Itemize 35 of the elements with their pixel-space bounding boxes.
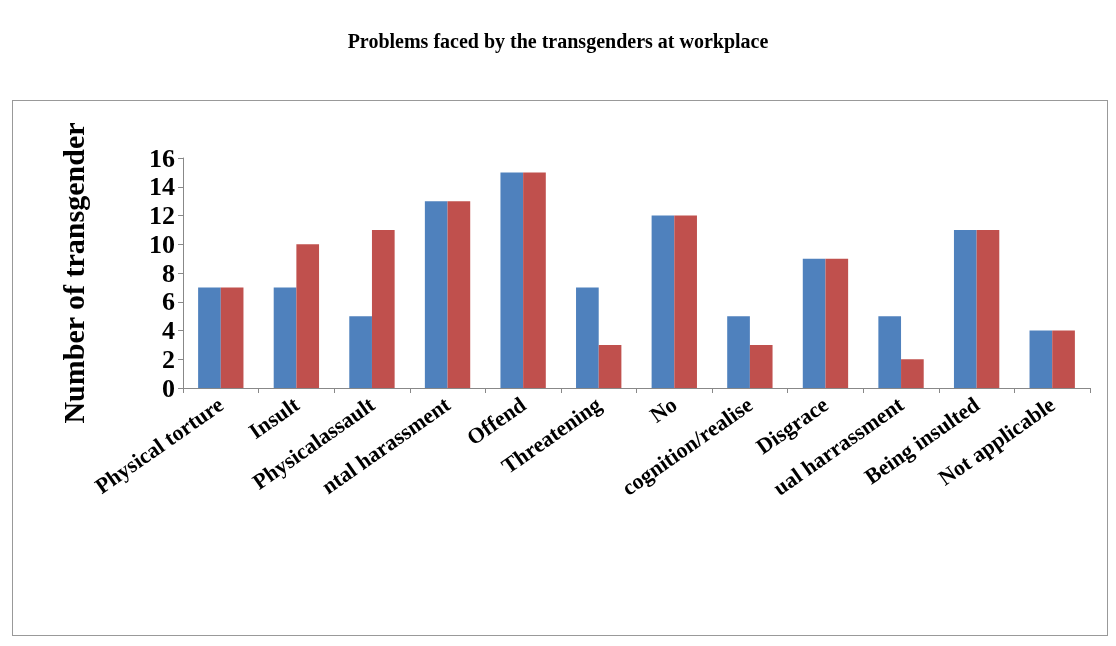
bar xyxy=(901,359,924,388)
y-tick-label: 10 xyxy=(149,229,175,259)
bar xyxy=(1029,330,1053,388)
bar xyxy=(953,229,977,388)
bar xyxy=(424,201,448,388)
bar xyxy=(576,287,599,388)
bar xyxy=(727,316,750,388)
y-tick-label: 0 xyxy=(162,373,175,403)
bar xyxy=(802,258,826,388)
chart-title: Problems faced by the transgenders at workplace xyxy=(347,30,769,53)
y-tick-label: 6 xyxy=(162,287,175,317)
bar xyxy=(447,201,471,388)
bar xyxy=(220,287,244,388)
y-tick-label: 14 xyxy=(149,172,175,202)
bar xyxy=(878,316,902,388)
y-tick-label: 4 xyxy=(162,316,175,345)
y-tick-label: 8 xyxy=(162,258,175,288)
bar xyxy=(749,344,773,388)
bar xyxy=(976,229,1000,388)
bar xyxy=(198,287,221,388)
bar xyxy=(296,244,320,388)
bar xyxy=(651,215,675,388)
bar xyxy=(825,258,849,388)
bar xyxy=(500,172,524,388)
bar xyxy=(523,172,546,388)
bar xyxy=(598,344,622,388)
y-tick-label: 2 xyxy=(162,344,175,374)
y-tick-label: 12 xyxy=(149,201,175,230)
bar xyxy=(349,316,372,388)
bar xyxy=(674,215,697,388)
y-axis-title: Number of transgender xyxy=(56,122,90,424)
bar xyxy=(1052,330,1075,388)
bar xyxy=(371,229,395,388)
y-tick-label: 16 xyxy=(149,143,175,173)
bar xyxy=(273,287,297,388)
